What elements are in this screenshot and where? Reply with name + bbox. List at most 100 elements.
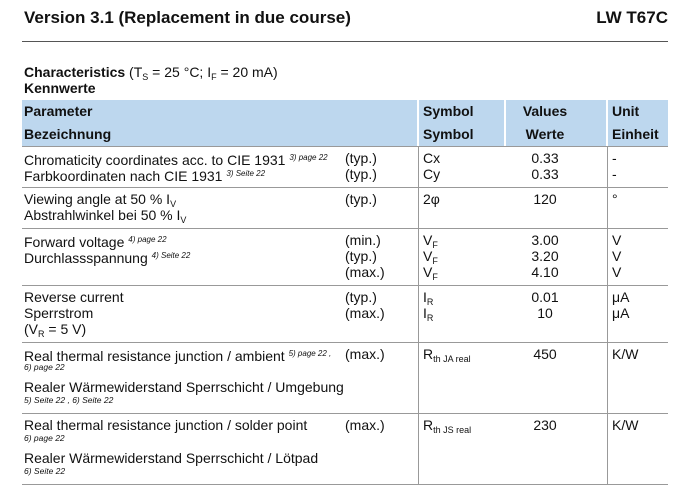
parameter-text: Realer Wärmewiderstand Sperrschicht / Um… xyxy=(24,379,344,395)
symbol: Rth JA real xyxy=(423,346,471,367)
subtitle: Kennwerte xyxy=(24,80,96,96)
vline xyxy=(418,414,419,484)
unit: - xyxy=(612,166,617,182)
parameter: Reverse current xyxy=(24,289,124,305)
condition: (max.) xyxy=(345,305,385,321)
hline xyxy=(22,187,668,188)
subscript: V xyxy=(170,199,177,209)
parameter: Chromaticity coordinates acc. to CIE 193… xyxy=(24,150,328,168)
parameter: Realer Wärmewiderstand Sperrschicht / Lö… xyxy=(24,450,318,466)
part-number: LW T67C xyxy=(596,8,668,27)
subscript: F xyxy=(432,272,438,282)
symbol: VF xyxy=(423,264,438,285)
value: 0.01 xyxy=(531,289,559,305)
vline xyxy=(418,343,419,413)
text: = 20 mA) xyxy=(216,64,278,80)
subscript: V xyxy=(180,215,187,225)
parameter-text: Sperrstrom xyxy=(24,305,94,321)
subscript: R xyxy=(426,313,434,323)
symbol: VF xyxy=(423,232,438,253)
symbol: Cy xyxy=(423,166,440,182)
value: 120 xyxy=(533,191,557,207)
vline xyxy=(607,286,608,342)
footnote-ref: 6) page 22 xyxy=(24,433,65,443)
vline xyxy=(607,147,608,187)
column-header: Werte xyxy=(525,126,565,142)
subscript: R xyxy=(38,329,45,339)
vline xyxy=(607,343,608,413)
header-rule xyxy=(22,41,668,42)
parameter-text: (V xyxy=(24,321,38,337)
table-header-bg xyxy=(22,100,668,146)
parameter: Forward voltage 4) page 22 xyxy=(24,232,167,250)
text: (T xyxy=(125,64,143,80)
value: 3.00 xyxy=(531,232,559,248)
footnote-ref: 6) Seite 22 xyxy=(24,466,66,476)
hline xyxy=(22,228,668,229)
symbol: VF xyxy=(423,248,438,269)
value: 10 xyxy=(537,305,553,321)
doc-title: Version 3.1 (Replacement in due course) xyxy=(24,8,351,27)
symbol: Cx xyxy=(423,150,440,166)
subscript: F xyxy=(211,72,217,82)
footnote-ref: 3) page 22 xyxy=(289,153,328,162)
subscript: F xyxy=(432,240,438,250)
vline xyxy=(418,188,419,228)
vline xyxy=(607,229,608,285)
condition: (max.) xyxy=(345,264,385,280)
footnote-ref: 3) Seite 22 xyxy=(226,169,266,178)
parameter: (VR = 5 V) xyxy=(24,321,86,342)
condition: (min.) xyxy=(345,232,381,248)
parameter-text: Forward voltage xyxy=(24,234,125,250)
condition: (typ.) xyxy=(345,289,377,305)
header-sep xyxy=(417,100,419,146)
vline xyxy=(418,229,419,285)
symbol-text: R xyxy=(423,417,434,433)
symbol-text: 2φ xyxy=(423,191,440,207)
subscript: R xyxy=(426,297,434,307)
value: 4.10 xyxy=(531,264,559,280)
footnote-ref: 5) Seite 22 , 6) Seite 22 xyxy=(24,395,114,405)
vline xyxy=(418,147,419,187)
symbol-text: V xyxy=(423,248,433,264)
conditions-label: Characteristics xyxy=(24,64,126,80)
condition: (typ.) xyxy=(345,150,377,166)
symbol: IR xyxy=(423,289,433,310)
value: 450 xyxy=(533,346,557,362)
symbol: 2φ xyxy=(423,191,440,207)
symbol: IR xyxy=(423,305,433,326)
vline xyxy=(607,188,608,228)
header-sep xyxy=(504,100,506,146)
symbol-text: I xyxy=(423,305,427,321)
parameter-text: Real thermal resistance junction / solde… xyxy=(24,417,308,433)
parameter: Viewing angle at 50 % IV xyxy=(24,191,176,212)
vline xyxy=(418,286,419,342)
column-header: Symbol xyxy=(423,103,474,119)
unit: μA xyxy=(612,305,630,321)
symbol-text: V xyxy=(423,232,433,248)
parameter: Farbkoordinaten nach CIE 1931 3) Seite 2… xyxy=(24,166,265,184)
value: 0.33 xyxy=(531,150,559,166)
condition: (typ.) xyxy=(345,166,377,182)
symbol: Rth JS real xyxy=(423,417,471,438)
footnote-ref: 5) page 22 , xyxy=(288,349,332,358)
symbol-text: Cx xyxy=(423,150,441,166)
parameter-text: Viewing angle at 50 % I xyxy=(24,191,171,207)
unit: - xyxy=(612,150,617,166)
unit: μA xyxy=(612,289,630,305)
symbol-text: R xyxy=(423,346,434,362)
footnote-ref: 4) Seite 22 xyxy=(151,251,191,260)
parameter-text: Farbkoordinaten nach CIE 1931 xyxy=(24,168,223,184)
parameter: Abstrahlwinkel bei 50 % IV xyxy=(24,207,186,228)
subscript: F xyxy=(432,256,438,266)
parameter-text: Real thermal resistance junction / ambie… xyxy=(24,348,285,364)
parameter: Realer Wärmewiderstand Sperrschicht / Um… xyxy=(24,379,344,395)
subscript: th JA real xyxy=(433,354,471,364)
hline xyxy=(22,413,668,414)
symbol-text: Cy xyxy=(423,166,441,182)
hline xyxy=(22,146,668,147)
parameter-text: Abstrahlwinkel bei 50 % I xyxy=(24,207,181,223)
unit: V xyxy=(612,264,622,280)
value: 230 xyxy=(533,417,557,433)
